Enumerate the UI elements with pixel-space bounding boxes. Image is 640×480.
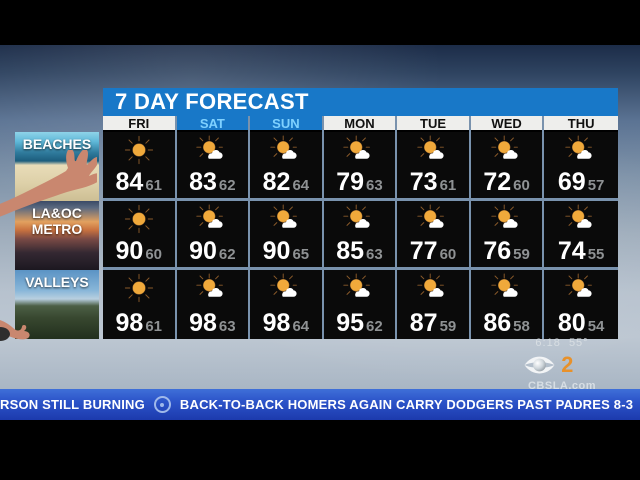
svg-text:2: 2 [561, 352, 573, 377]
